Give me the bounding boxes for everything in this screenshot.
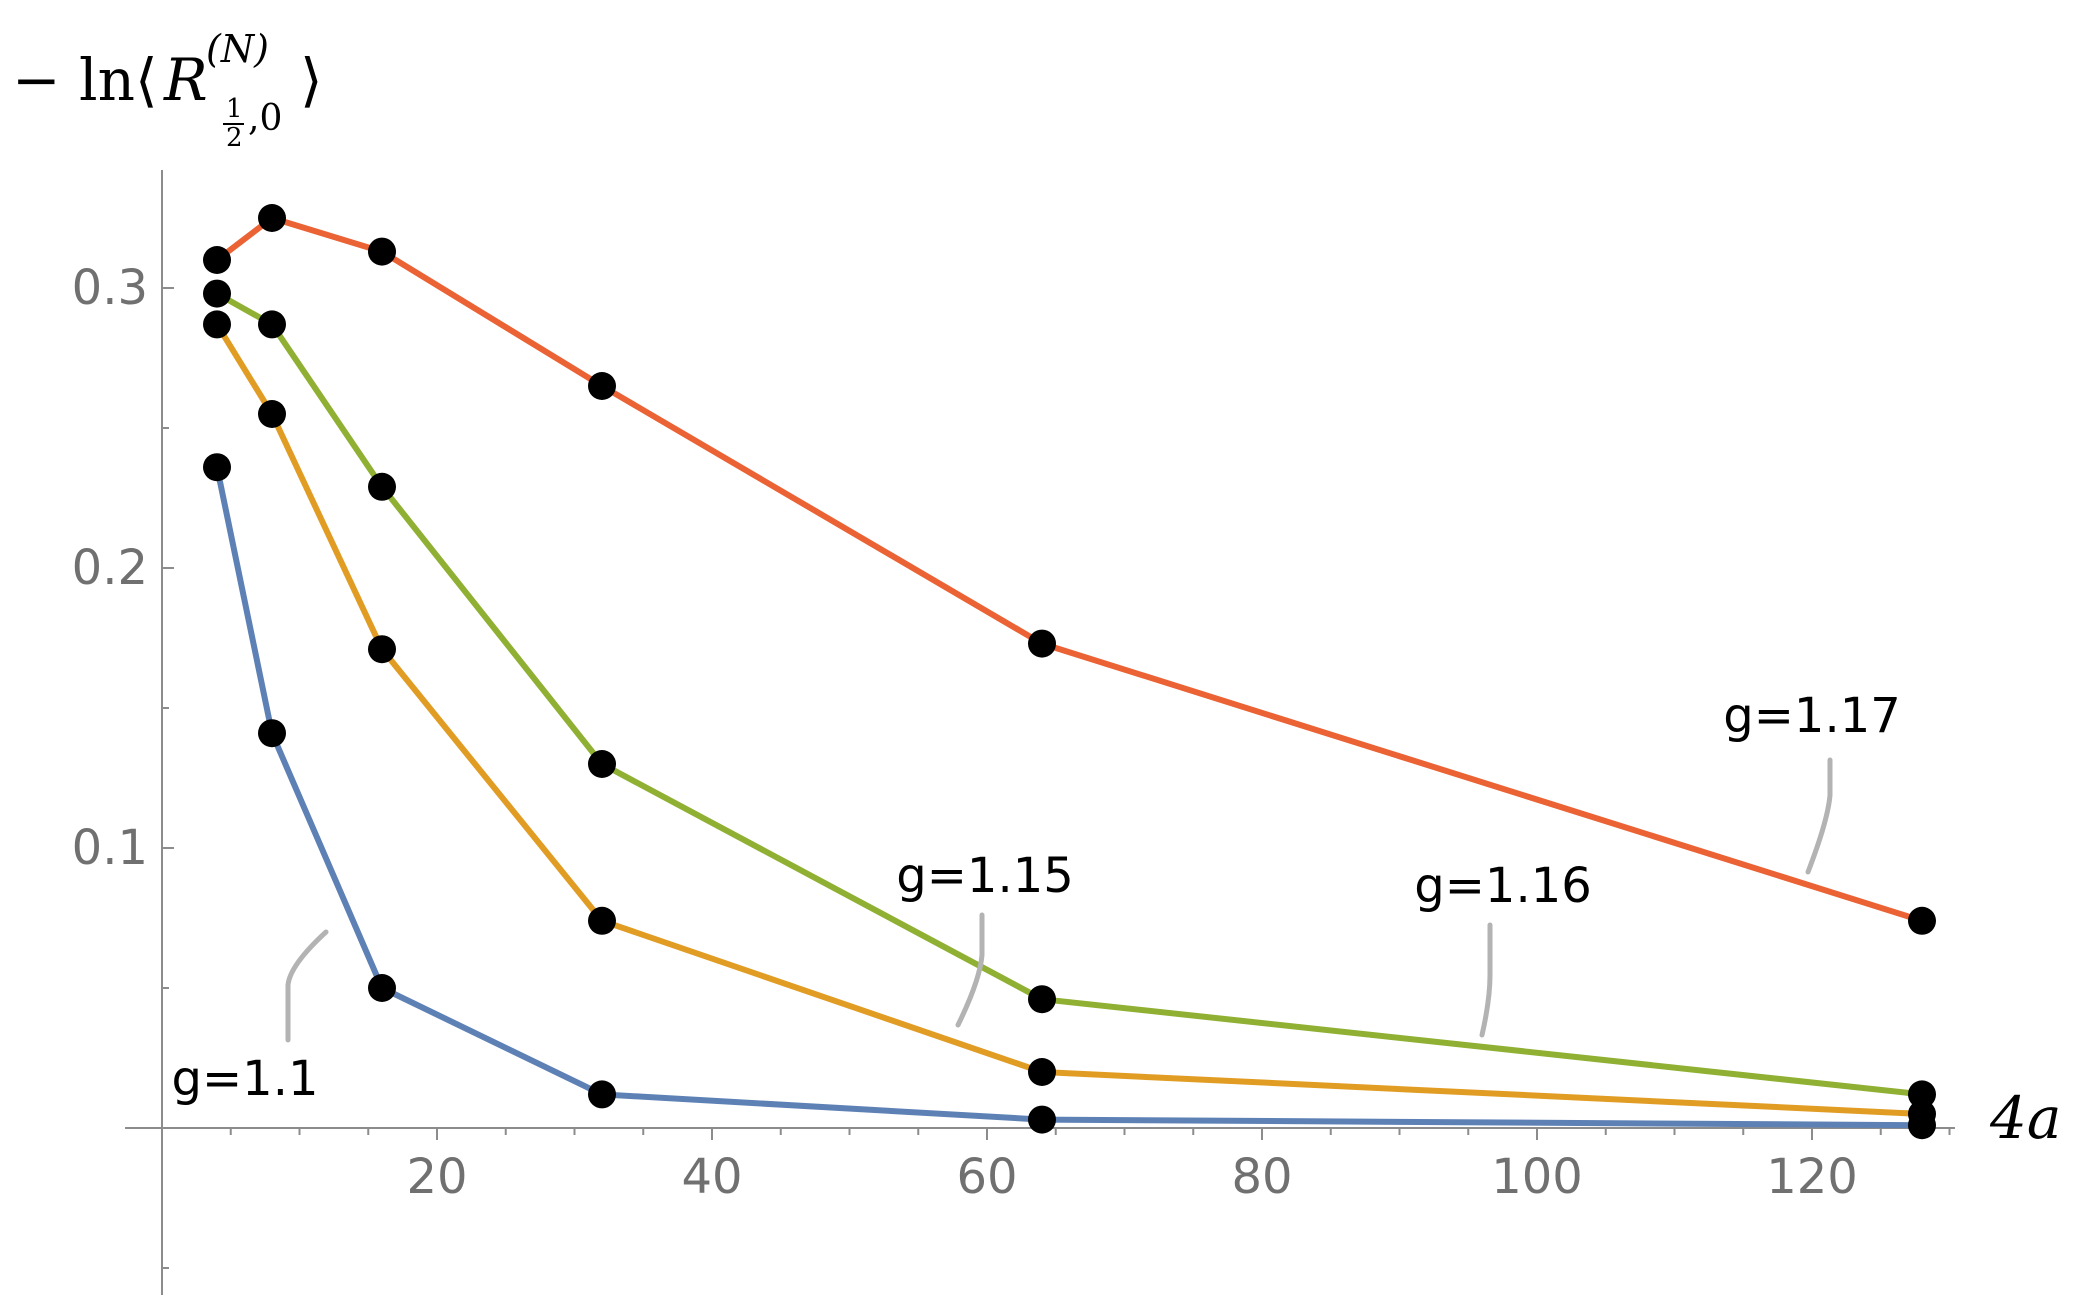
series-line	[215, 215, 1923, 924]
y-tick-label: 0.1	[72, 820, 148, 876]
series-label: g=1.15	[896, 848, 1074, 904]
y-label-symbol: R	[163, 46, 208, 114]
series-label: g=1.1	[171, 1051, 318, 1107]
series-callout-leader	[285, 929, 329, 1043]
data-point	[1908, 1100, 1936, 1128]
data-point	[588, 1080, 616, 1109]
y-label-subscript-rest: ,0	[248, 98, 282, 139]
data-point	[368, 635, 396, 664]
data-point	[203, 310, 231, 339]
y-tick-labels: 0.1 0.2 0.3	[72, 260, 148, 876]
y-tick-label: 0.2	[72, 540, 148, 596]
x-tick-label: 60	[956, 1149, 1017, 1205]
data-point	[258, 204, 286, 232]
series-line	[214, 322, 1923, 1117]
data-points	[203, 204, 1936, 1140]
x-axis-label: 4a	[1989, 1084, 2061, 1152]
data-point	[203, 453, 231, 482]
data-point	[1028, 629, 1056, 658]
x-tick-label: 120	[1766, 1149, 1858, 1205]
data-point	[1908, 906, 1936, 935]
data-point	[1908, 1080, 1936, 1109]
series-callouts	[285, 757, 1833, 1043]
data-point	[1028, 985, 1056, 1014]
y-label-superscript: (N)	[206, 27, 269, 71]
series-lines	[214, 215, 1923, 1129]
data-point	[368, 472, 396, 501]
y-ticks	[162, 287, 174, 1269]
x-tick-label: 100	[1491, 1149, 1583, 1205]
series-callout-leader	[1479, 922, 1493, 1038]
y-label-frac-num: 1	[226, 94, 243, 124]
series-callout-leader	[955, 912, 985, 1028]
series-line	[214, 466, 1923, 1129]
x-tick-label: 80	[1231, 1149, 1292, 1205]
y-tick-label: 0.3	[72, 260, 148, 316]
series-labels: g=1.1 g=1.15 g=1.16 g=1.17	[171, 688, 1900, 1107]
data-point	[203, 246, 231, 274]
series-line	[215, 290, 1923, 1098]
series-label: g=1.16	[1414, 858, 1592, 914]
data-point	[588, 750, 616, 778]
y-label-suffix: ⟩	[300, 46, 323, 114]
data-point	[588, 906, 616, 935]
data-point	[258, 310, 286, 339]
data-point	[258, 400, 286, 428]
x-tick-label: 40	[681, 1149, 742, 1205]
x-ticks	[229, 1128, 1951, 1140]
x-tick-labels: 20 40 60 80 100 120	[406, 1149, 1857, 1205]
series-label: g=1.17	[1723, 688, 1901, 744]
data-point	[1028, 1058, 1056, 1086]
data-point	[1028, 1105, 1056, 1134]
data-point	[368, 974, 396, 1002]
axes: 20 40 60 80 100 120 0.1 0.2 0.3	[72, 170, 1955, 1295]
x-tick-label: 20	[406, 1149, 467, 1205]
y-label-prefix: − ln⟨	[12, 46, 158, 114]
series-callout-leader	[1805, 757, 1833, 875]
y-axis-label: − ln⟨ R (N) 1 2 ,0 ⟩	[12, 27, 323, 153]
data-point	[203, 279, 231, 308]
y-label-frac-den: 2	[226, 123, 243, 153]
data-point	[258, 719, 286, 748]
data-point	[368, 237, 396, 266]
data-point	[588, 372, 616, 400]
